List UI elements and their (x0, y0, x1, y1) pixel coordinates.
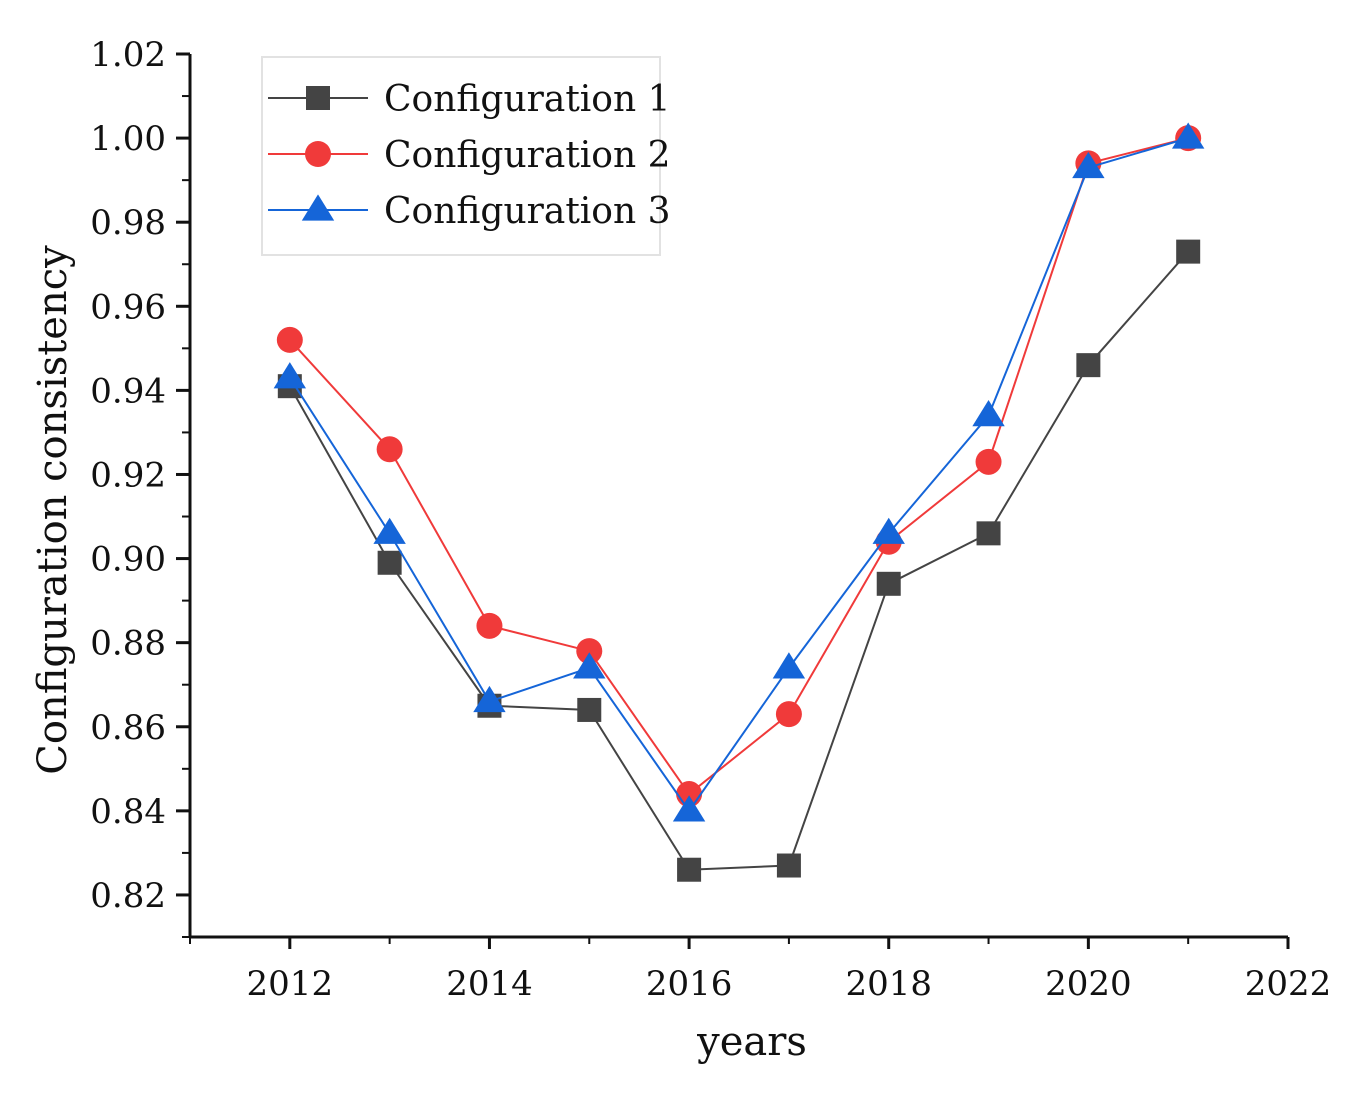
data-point (1072, 151, 1105, 179)
y-tick-label: 1.02 (90, 35, 166, 75)
series-1 (277, 239, 1201, 882)
data-point (775, 701, 802, 728)
plot-area: 2012 2014 2016 2018 2020 2022 0.820.840.860.8… (90, 35, 1331, 1004)
legend-label: Configuration 1 (384, 79, 671, 120)
data-point (1171, 122, 1205, 149)
data-point (776, 853, 801, 878)
y-tick-label: 0.92 (90, 455, 166, 495)
y-axis-title: Configuration consistency (30, 245, 76, 775)
series-line (288, 137, 1189, 813)
x-tick-label: 2016 (646, 964, 733, 1004)
data-point (276, 326, 303, 353)
data-point (573, 652, 606, 679)
data-point (872, 517, 905, 544)
x-tick-label: 2020 (1045, 964, 1132, 1004)
legend-label: Configuration 3 (384, 191, 671, 232)
x-tick-label: 2014 (446, 964, 533, 1004)
data-point (772, 652, 806, 679)
data-point (473, 685, 506, 713)
y-tick-label: 0.86 (90, 708, 166, 748)
x-tick-label: 2022 (1245, 964, 1332, 1004)
y-tick-label: 0.90 (90, 540, 166, 580)
y-tick-label: 0.82 (90, 876, 166, 916)
legend-marker (306, 86, 330, 110)
legend-marker (305, 141, 331, 167)
data-point (373, 517, 406, 544)
data-point (273, 362, 307, 389)
series-layer (273, 122, 1205, 882)
legend-label: Configuration 2 (384, 135, 671, 176)
data-point (577, 697, 602, 722)
legend-item: Configuration 3 (268, 191, 671, 232)
data-point (876, 571, 901, 596)
legend-items: Configuration 1 Configuration 2 Configurat… (268, 79, 671, 232)
x-axis-title: years (696, 1019, 807, 1065)
legend-item: Configuration 2 (268, 135, 671, 176)
y-tick-label: 0.88 (90, 624, 166, 664)
data-point (576, 638, 603, 665)
data-point (677, 857, 702, 882)
y-tick-label: 0.96 (90, 287, 166, 327)
x-tick-label: 2018 (845, 964, 932, 1004)
legend: Configuration 1 Configuration 2 Configurat… (261, 56, 671, 256)
data-point (972, 399, 1005, 427)
data-point (1076, 353, 1101, 378)
data-point (377, 550, 402, 575)
y-tick-label: 0.84 (90, 792, 166, 832)
data-point (376, 436, 403, 463)
data-point (672, 795, 706, 822)
legend-item: Configuration 1 (268, 79, 671, 120)
legend-marker (301, 194, 335, 221)
y-tick-label: 0.94 (90, 371, 166, 411)
series-line (288, 250, 1189, 871)
x-tick-label: 2012 (247, 964, 334, 1004)
data-point (476, 612, 503, 639)
x-ticks: 2012 2014 2016 2018 2020 2022 (189, 937, 1332, 1004)
y-ticks: 0.82 0.84 0.86 0.88 0.90 0.92 0.94 0.96 0.98 1.00… (90, 35, 190, 938)
data-point (976, 521, 1001, 546)
y-tick-label: 1.00 (90, 119, 166, 159)
series-line (289, 137, 1189, 796)
data-point (975, 448, 1002, 475)
data-point (1176, 239, 1201, 264)
y-tick-label: 0.98 (90, 203, 166, 243)
series-3 (273, 122, 1205, 822)
